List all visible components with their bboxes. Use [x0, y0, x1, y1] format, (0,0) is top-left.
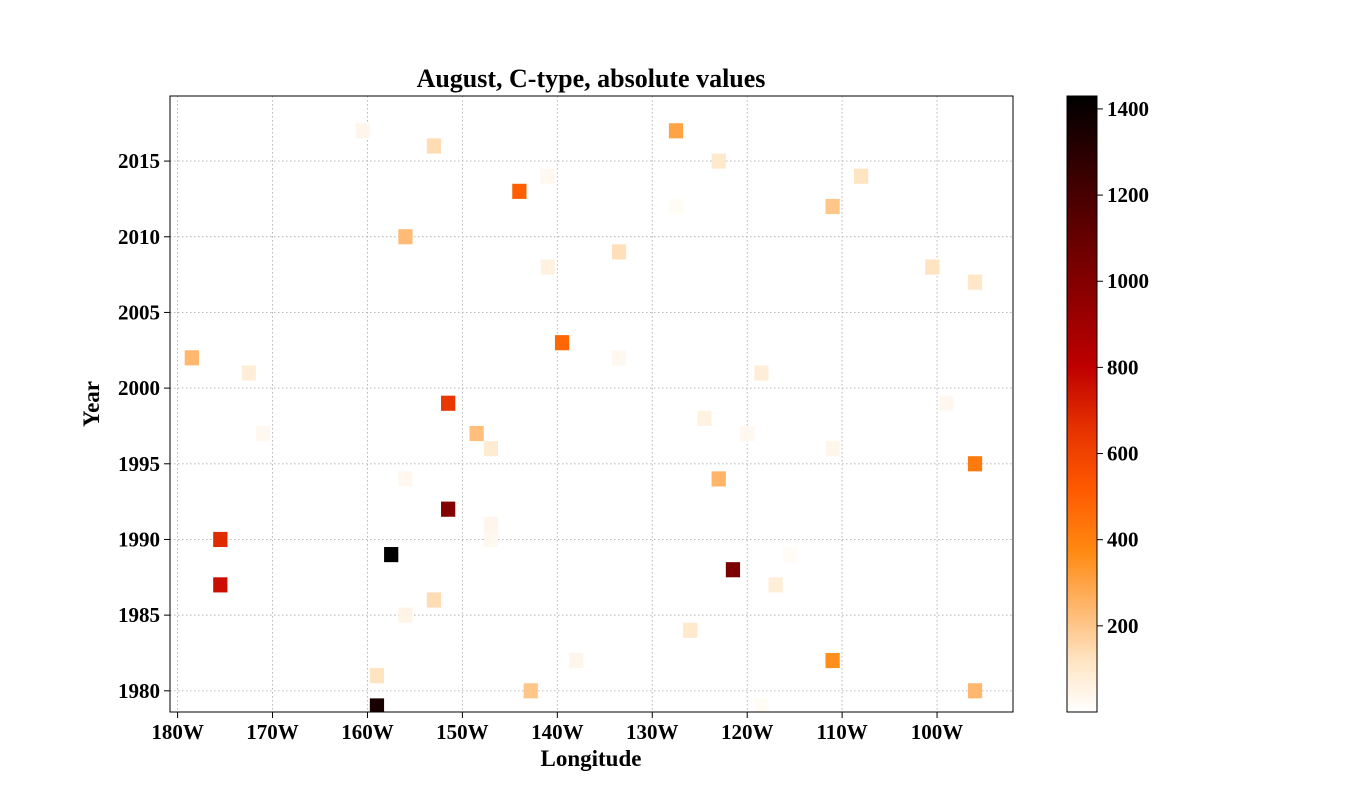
heatmap-cell: [398, 607, 413, 623]
grid-lines: [170, 96, 1013, 712]
heatmap-cell: [925, 259, 940, 275]
heatmap-cell: [469, 425, 484, 442]
heatmap-cell: [213, 577, 228, 593]
heatmap-cell: [213, 531, 228, 548]
heatmap-cell: [540, 168, 555, 184]
heatmap-cell: [483, 531, 498, 548]
heatmap-cell: [967, 456, 983, 472]
colorbar-gradient: [1066, 95, 1098, 713]
y-tick-label: 2010: [118, 225, 160, 249]
colorbar-tick-label: 1400: [1107, 97, 1149, 121]
data-cells: [184, 123, 983, 712]
colorbar-tick-label: 600: [1107, 442, 1139, 466]
heatmap-cell: [725, 562, 741, 578]
heatmap-cell: [554, 335, 570, 351]
heatmap-cell: [540, 259, 555, 275]
x-tick-label: 100W: [911, 720, 964, 744]
x-tick-label: 120W: [721, 720, 774, 744]
x-tick-label: 180W: [151, 720, 204, 744]
heatmap-cell: [441, 395, 456, 411]
x-axis-label: Longitude: [541, 746, 642, 771]
y-axis-ticks: 1980 1985 1990 1995 2000 2005 2010 2015: [118, 149, 170, 703]
colorbar-tick-label: 200: [1107, 614, 1139, 638]
heatmap-cell: [754, 698, 769, 712]
heatmap-cell: [711, 153, 726, 169]
heatmap-cell: [768, 577, 783, 593]
heatmap-cell: [569, 652, 584, 669]
heatmap-cell: [711, 471, 726, 487]
y-tick-label: 2000: [118, 376, 160, 400]
colorbar-tick-label: 400: [1107, 528, 1139, 552]
heatmap-cell: [483, 441, 498, 457]
heatmap-cell: [512, 183, 527, 199]
heatmap-cell: [611, 350, 627, 366]
x-tick-label: 150W: [436, 720, 489, 744]
chart-title: August, C-type, absolute values: [417, 64, 766, 93]
heatmap-cell: [825, 198, 840, 215]
heatmap-cell: [355, 123, 370, 139]
heatmap-cell: [426, 592, 442, 608]
heatmap-cell: [241, 365, 256, 381]
heatmap-cell: [441, 501, 456, 517]
y-tick-label: 2015: [118, 149, 160, 173]
heatmap-cell: [967, 274, 983, 290]
heatmap-cell: [697, 410, 712, 426]
heatmap-cell: [255, 425, 271, 442]
x-tick-label: 140W: [531, 720, 584, 744]
heatmap-cell: [967, 683, 983, 699]
heatmap-cell: [683, 622, 698, 638]
heatmap-cell: [523, 683, 538, 699]
colorbar-tick-label: 1200: [1107, 183, 1149, 207]
heatmap-cell: [384, 547, 399, 563]
x-axis-ticks: 180W 170W 160W 150W 140W 130W 120W 110W 100W: [151, 712, 963, 744]
colorbar-tick-label: 1000: [1107, 269, 1149, 293]
y-tick-label: 1995: [118, 452, 160, 476]
heatmap-cell: [668, 123, 684, 139]
y-tick-label: 1990: [118, 527, 160, 551]
heatmap-cell: [825, 441, 840, 457]
x-tick-label: 160W: [341, 720, 394, 744]
x-tick-label: 110W: [816, 720, 867, 744]
heatmap-cell: [782, 547, 798, 563]
heatmap-cell: [369, 668, 385, 684]
heatmap-cell: [754, 365, 769, 381]
heatmap-cell: [369, 698, 385, 712]
heatmap-cell: [398, 229, 413, 245]
colorbar-ticks: 200 400 600 800 1000 1200 1400: [1097, 97, 1149, 638]
x-tick-label: 170W: [246, 720, 299, 744]
heatmap-cell: [398, 471, 413, 487]
x-tick-label: 130W: [626, 720, 679, 744]
y-tick-label: 2005: [118, 300, 160, 324]
colorbar-tick-label: 800: [1107, 355, 1139, 379]
plot-frame: [169, 95, 1014, 713]
heatmap-cell: [939, 395, 954, 411]
heatmap-cell: [611, 244, 627, 260]
heatmap-cell: [825, 652, 840, 669]
heatmap-cell: [740, 425, 755, 442]
heatmap-cell: [853, 168, 869, 184]
y-tick-label: 1985: [118, 603, 160, 627]
heatmap-cell: [483, 516, 498, 532]
colorbar: 200 400 600 800 1000 1200 1400: [1066, 95, 1149, 713]
y-axis-label: Year: [79, 381, 104, 427]
heatmap-cell: [184, 350, 199, 366]
heatmap-cell: [668, 198, 684, 215]
y-tick-label: 1980: [118, 679, 160, 703]
heatmap-cell: [426, 138, 442, 154]
